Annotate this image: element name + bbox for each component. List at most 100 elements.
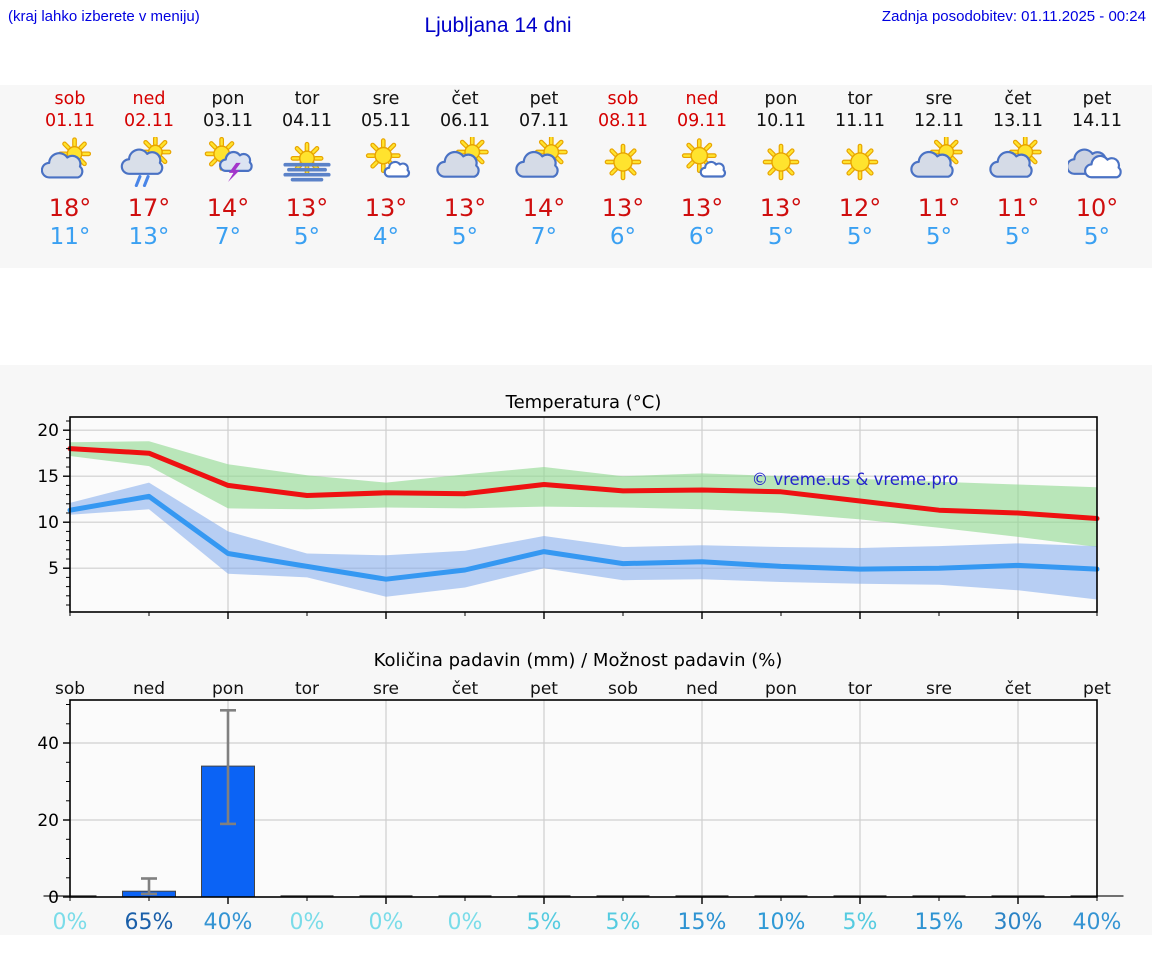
- precip-day-label: pet: [530, 679, 558, 699]
- forecast-day[interactable]: čet 13.11 11° 5°: [979, 85, 1058, 251]
- forecast-day[interactable]: sob 08.11 13° 6°: [584, 85, 663, 251]
- cloud-sun-icon: [989, 135, 1042, 178]
- precip-day-label: ned: [686, 679, 718, 699]
- day-date: 08.11: [597, 111, 649, 131]
- precip-day-label: pon: [212, 679, 244, 699]
- forecast-table: sob 01.11 18° 11° ned 02.11 17° 13° pon 03.11 14° 7…: [0, 85, 1152, 268]
- precip-probability: 5%: [606, 910, 641, 935]
- precip-probability: 15%: [915, 910, 964, 935]
- watermark: © vreme.us & vreme.pro: [752, 470, 959, 489]
- forecast-day[interactable]: tor 04.11 13° 5°: [268, 85, 347, 251]
- day-date: 09.11: [676, 111, 728, 131]
- day-name: tor: [294, 89, 320, 109]
- high-temp: 17°: [127, 194, 171, 222]
- low-temp: 5°: [925, 224, 953, 250]
- day-name: pet: [529, 89, 559, 109]
- day-name: tor: [847, 89, 873, 109]
- precip-day-label: ned: [133, 679, 165, 699]
- low-temp: 5°: [767, 224, 795, 250]
- precip-chart-title: Količina padavin (mm) / Možnost padavin …: [374, 650, 783, 671]
- forecast-day[interactable]: čet 06.11 13° 5°: [426, 85, 505, 251]
- day-name: sre: [925, 89, 953, 109]
- forecast-day[interactable]: ned 09.11 13° 6°: [663, 85, 742, 251]
- forecast-day[interactable]: sre 05.11 13° 4°: [347, 85, 426, 251]
- forecast-day[interactable]: tor 11.11 12° 5°: [821, 85, 900, 251]
- max-temperature-line: [67, 446, 1100, 521]
- high-temp: 13°: [364, 194, 408, 222]
- low-temp: 5°: [451, 224, 479, 250]
- forecast-day[interactable]: ned 02.11 17° 13°: [110, 85, 189, 251]
- min-temperature-line: [67, 493, 1100, 582]
- temperature-chart-title: Temperatura (°C): [505, 392, 662, 413]
- precip-ytick-label: 20: [37, 811, 59, 831]
- precip-day-label: sre: [926, 679, 952, 699]
- day-name: pon: [764, 89, 798, 109]
- precip-day-label: pon: [765, 679, 797, 699]
- high-temp: 11°: [996, 194, 1040, 222]
- precip-probability: 30%: [994, 910, 1043, 935]
- precip-day-label: čet: [1005, 679, 1032, 699]
- day-date: 07.11: [518, 111, 570, 131]
- day-date: 05.11: [360, 111, 412, 131]
- day-name: pon: [211, 89, 245, 109]
- forecast-day[interactable]: pon 10.11 13° 5°: [742, 85, 821, 251]
- day-name: sre: [372, 89, 400, 109]
- high-temp: 14°: [522, 194, 566, 222]
- page-header: (kraj lahko izberete v meniju) Ljubljana…: [0, 0, 1152, 85]
- sun-icon: [841, 143, 879, 181]
- cloud-sun-icon: [515, 135, 568, 178]
- day-name: pet: [1082, 89, 1112, 109]
- sun-icon: [762, 143, 800, 181]
- day-name: sob: [54, 89, 86, 109]
- low-temp: 5°: [846, 224, 874, 250]
- low-temp: 7°: [530, 224, 558, 250]
- day-date: 11.11: [834, 111, 886, 131]
- precip-probability: 0%: [290, 910, 325, 935]
- day-date: 14.11: [1071, 111, 1123, 131]
- forecast-day[interactable]: pet 07.11 14° 7°: [505, 85, 584, 251]
- precip-ytick-label: 40: [37, 734, 59, 754]
- day-date: 06.11: [439, 111, 491, 131]
- day-name: ned: [132, 89, 166, 109]
- sun-cloud-icon: [40, 137, 92, 179]
- high-temp: 13°: [680, 194, 724, 222]
- day-date: 13.11: [992, 111, 1044, 131]
- low-temp: 5°: [1004, 224, 1032, 250]
- forecast-day[interactable]: sre 12.11 11° 5°: [900, 85, 979, 251]
- cloud-sun-icon: [436, 135, 489, 178]
- temp-ytick-label: 20: [37, 421, 59, 441]
- forecast-day[interactable]: pet 14.11 10° 5°: [1058, 85, 1137, 251]
- high-temp: 11°: [917, 194, 961, 222]
- low-temp: 11°: [49, 224, 91, 250]
- precip-probability: 0%: [448, 910, 483, 935]
- precip-day-label: sob: [608, 679, 638, 699]
- weather-charts: 5 10 15 20 Temperatura (°C) © vreme.us & vrem…: [0, 365, 1152, 935]
- cloud-sun-icon: [910, 135, 963, 178]
- low-temp: 4°: [372, 224, 400, 250]
- clouds-icon: [1066, 148, 1122, 179]
- day-name: sob: [607, 89, 639, 109]
- sun-small-cloud-icon: [681, 138, 727, 178]
- high-temp: 13°: [601, 194, 645, 222]
- precip-probability: 15%: [678, 910, 727, 935]
- day-date: 01.11: [44, 111, 96, 131]
- precip-probability: 0%: [369, 910, 404, 935]
- temp-ytick-label: 15: [37, 467, 59, 487]
- menu-hint-link[interactable]: (kraj lahko izberete v meniju): [8, 8, 200, 25]
- forecast-day[interactable]: pon 03.11 14° 7°: [189, 85, 268, 251]
- temp-ytick-label: 5: [48, 559, 59, 579]
- low-temp: 7°: [214, 224, 242, 250]
- sun-small-cloud-icon: [365, 138, 411, 178]
- low-temp: 5°: [1083, 224, 1111, 250]
- day-name: čet: [1004, 89, 1032, 109]
- high-temp: 14°: [206, 194, 250, 222]
- precip-day-label: pet: [1083, 679, 1111, 699]
- day-date: 10.11: [755, 111, 807, 131]
- high-temp: 12°: [838, 194, 882, 222]
- forecast-day[interactable]: sob 01.11 18° 11°: [31, 85, 110, 251]
- day-date: 12.11: [913, 111, 965, 131]
- precip-day-label: sob: [55, 679, 85, 699]
- high-temp: 13°: [443, 194, 487, 222]
- precip-day-label: sre: [373, 679, 399, 699]
- day-date: 03.11: [202, 111, 254, 131]
